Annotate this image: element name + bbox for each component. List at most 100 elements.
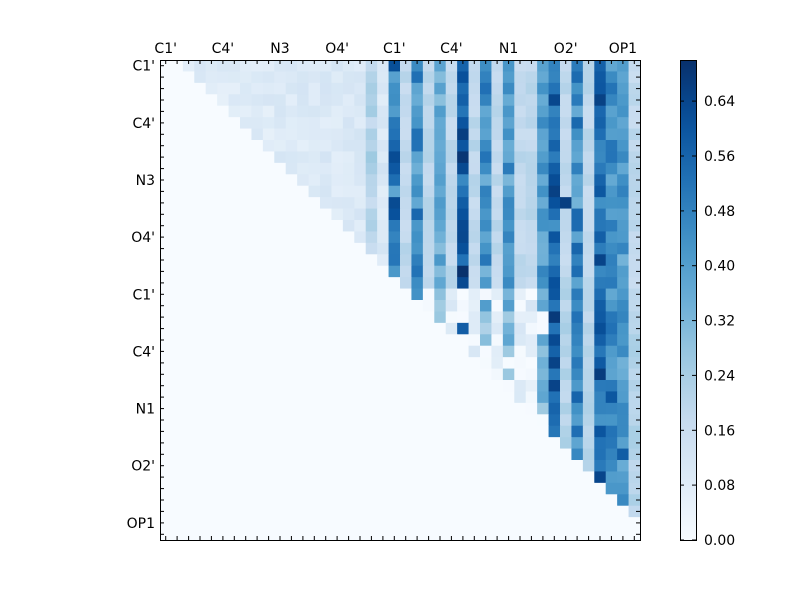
heatmap-cell bbox=[582, 505, 595, 518]
heatmap-cell bbox=[274, 357, 287, 369]
heatmap-cell bbox=[548, 185, 561, 198]
heatmap-cell bbox=[365, 402, 378, 415]
heatmap-cell bbox=[502, 60, 515, 72]
heatmap-cell bbox=[320, 345, 332, 358]
heatmap-cell bbox=[400, 231, 412, 244]
heatmap-cell bbox=[251, 128, 264, 141]
heatmap-cell bbox=[240, 528, 252, 541]
heatmap-cell bbox=[537, 117, 549, 129]
heatmap-cell bbox=[240, 242, 252, 255]
heatmap-cell bbox=[240, 265, 252, 278]
heatmap-cell bbox=[354, 94, 367, 107]
heatmap-cell bbox=[274, 105, 287, 118]
heatmap-cell bbox=[582, 220, 595, 232]
heatmap-cell bbox=[422, 414, 435, 427]
heatmap-cell bbox=[560, 517, 572, 529]
heatmap-cell bbox=[182, 505, 195, 518]
heatmap-cell bbox=[571, 368, 584, 381]
heatmap-cell bbox=[502, 494, 515, 507]
heatmap-cell bbox=[502, 265, 515, 278]
heatmap-cell bbox=[365, 151, 378, 164]
heatmap-cell bbox=[228, 162, 241, 175]
heatmap-cell bbox=[628, 380, 641, 392]
heatmap-cell bbox=[514, 345, 527, 358]
heatmap-cell bbox=[194, 231, 207, 244]
heatmap-cell bbox=[628, 277, 641, 289]
heatmap-cell bbox=[297, 71, 309, 84]
heatmap-cell bbox=[160, 322, 172, 335]
heatmap-cell bbox=[217, 94, 229, 107]
heatmap-cell bbox=[445, 105, 458, 118]
heatmap-cell bbox=[400, 197, 412, 209]
heatmap-cell bbox=[605, 162, 618, 175]
heatmap-cell bbox=[594, 277, 607, 289]
heatmap-cell bbox=[308, 460, 321, 472]
heatmap-cell bbox=[525, 71, 538, 84]
heatmap-cell bbox=[582, 425, 595, 438]
heatmap-cell bbox=[274, 345, 287, 358]
heatmap-cell bbox=[240, 71, 252, 84]
colorbar bbox=[680, 60, 697, 541]
heatmap-cell bbox=[582, 357, 595, 369]
heatmap-cell bbox=[560, 391, 572, 404]
heatmap-cell bbox=[171, 265, 184, 278]
heatmap-cell bbox=[182, 448, 195, 461]
heatmap-cell bbox=[217, 357, 229, 369]
heatmap-cell bbox=[491, 197, 504, 209]
heatmap-cell bbox=[342, 140, 355, 152]
heatmap-cell bbox=[457, 105, 469, 118]
heatmap-cell bbox=[491, 277, 504, 289]
heatmap-cell bbox=[491, 425, 504, 438]
heatmap-cell bbox=[171, 311, 184, 324]
heatmap-cell bbox=[617, 174, 629, 187]
heatmap-cell bbox=[422, 60, 435, 72]
heatmap-cell bbox=[320, 82, 332, 95]
heatmap-cell bbox=[537, 140, 549, 152]
heatmap-cell bbox=[525, 117, 538, 129]
heatmap-cell bbox=[354, 448, 367, 461]
heatmap-cell bbox=[537, 448, 549, 461]
heatmap-cell bbox=[400, 471, 412, 484]
heatmap-cell bbox=[240, 368, 252, 381]
heatmap-cell bbox=[320, 174, 332, 187]
heatmap-cell bbox=[560, 357, 572, 369]
heatmap-cell bbox=[502, 482, 515, 495]
heatmap-cell bbox=[457, 82, 469, 95]
heatmap-cell bbox=[560, 322, 572, 335]
heatmap-cell bbox=[320, 105, 332, 118]
heatmap-cell bbox=[582, 94, 595, 107]
heatmap-cell bbox=[171, 334, 184, 347]
heatmap-cell bbox=[217, 105, 229, 118]
heatmap-cell bbox=[274, 185, 287, 198]
heatmap-cell bbox=[400, 345, 412, 358]
heatmap-cell bbox=[320, 482, 332, 495]
heatmap-cell bbox=[297, 231, 309, 244]
heatmap-cell bbox=[411, 471, 424, 484]
heatmap-cell bbox=[285, 140, 298, 152]
heatmap-cell bbox=[205, 380, 218, 392]
heatmap-cell bbox=[182, 380, 195, 392]
heatmap-cell bbox=[411, 185, 424, 198]
heatmap-cell bbox=[514, 357, 527, 369]
heatmap-cell bbox=[194, 311, 207, 324]
heatmap-cell bbox=[480, 517, 492, 529]
heatmap-cell bbox=[171, 505, 184, 518]
heatmap-cell bbox=[160, 185, 172, 198]
heatmap-cell bbox=[502, 311, 515, 324]
heatmap-cell bbox=[617, 151, 629, 164]
heatmap-cell bbox=[457, 117, 469, 129]
heatmap-cell bbox=[594, 380, 607, 392]
heatmap-cell bbox=[548, 414, 561, 427]
heatmap-cell bbox=[320, 151, 332, 164]
heatmap-cell bbox=[228, 334, 241, 347]
heatmap-cell bbox=[582, 140, 595, 152]
heatmap-cell bbox=[160, 254, 172, 267]
heatmap-cell bbox=[422, 231, 435, 244]
heatmap-cell bbox=[457, 60, 469, 72]
heatmap-cell bbox=[617, 345, 629, 358]
heatmap-cell bbox=[480, 242, 492, 255]
heatmap-cell bbox=[400, 528, 412, 541]
heatmap-cell bbox=[160, 368, 172, 381]
heatmap-cell bbox=[228, 448, 241, 461]
heatmap-cell bbox=[571, 345, 584, 358]
